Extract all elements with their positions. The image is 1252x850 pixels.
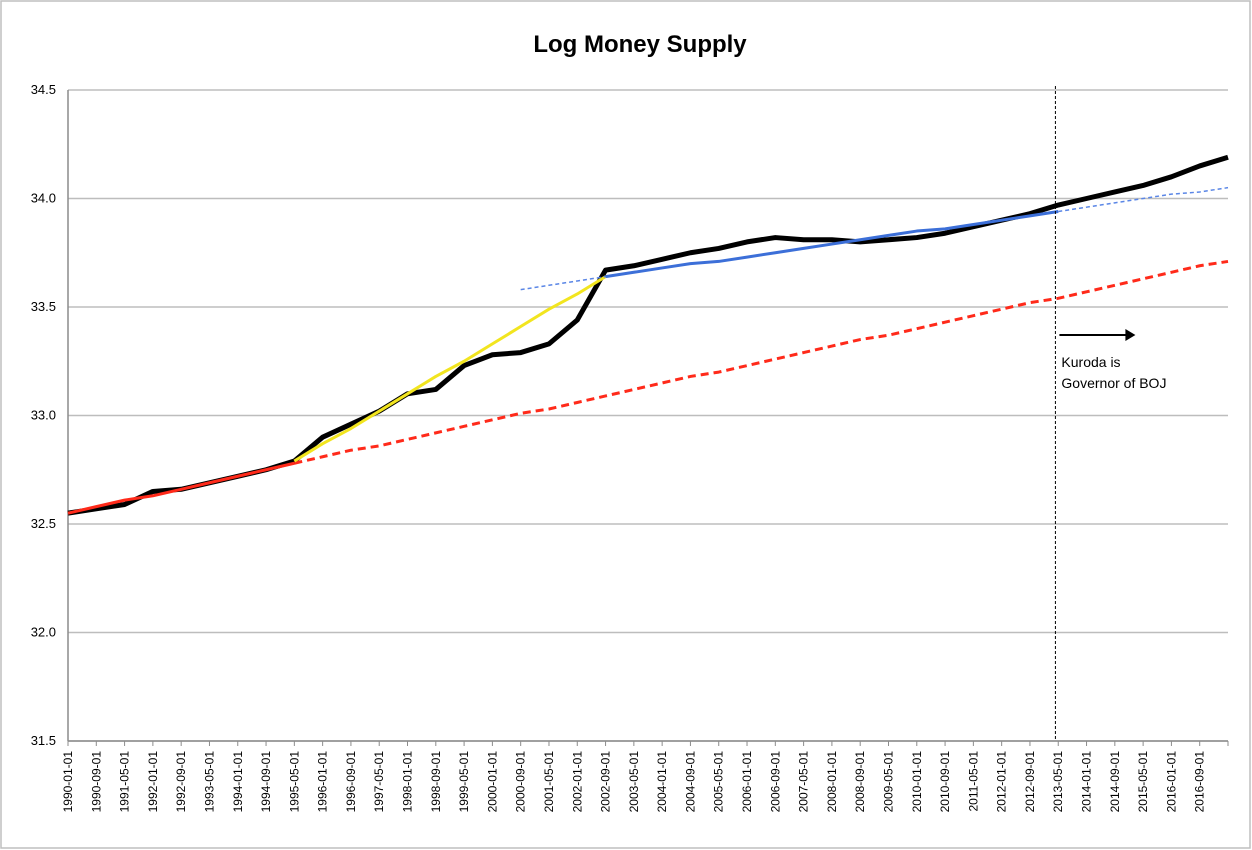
x-tick-label: 1993-05-01 (202, 751, 216, 813)
x-tick-label: 1991-05-01 (118, 751, 132, 813)
chart-title: Log Money Supply (533, 31, 747, 58)
x-tick-label: 2005-05-01 (712, 751, 726, 813)
x-tick-label: 2007-05-01 (797, 751, 811, 813)
x-tick-label: 2011-05-01 (966, 751, 980, 812)
y-tick-label: 31.5 (31, 733, 56, 748)
x-tick-label: 2016-09-01 (1193, 751, 1207, 813)
series-line (293, 275, 607, 463)
series-line (67, 461, 295, 515)
x-tick-label: 1994-01-01 (231, 751, 245, 813)
annotation-text: Governor of BOJ (1061, 375, 1166, 391)
y-tick-label: 34.5 (31, 82, 56, 97)
x-tick-label: 2010-09-01 (938, 751, 952, 813)
x-tick-label: 1994-09-01 (259, 751, 273, 813)
x-tick-label: 1999-05-01 (457, 751, 471, 813)
x-tick-label: 2016-01-01 (1164, 751, 1178, 813)
x-tick-label: 2015-05-01 (1136, 751, 1150, 813)
x-tick-label: 2002-01-01 (570, 751, 584, 813)
x-tick-label: 1990-09-01 (89, 751, 103, 813)
annotation-text: Kuroda is (1061, 354, 1120, 370)
x-tick-label: 2000-09-01 (514, 751, 528, 813)
y-tick-label: 32.5 (31, 516, 56, 531)
x-tick-label: 2002-09-01 (599, 751, 613, 813)
x-tick-label: 1996-01-01 (316, 751, 330, 813)
annotation-arrowhead (1125, 329, 1136, 341)
x-tick-label: 2006-01-01 (740, 751, 754, 813)
x-tick-label: 2012-09-01 (1023, 751, 1037, 813)
y-tick-label: 34.0 (31, 191, 56, 206)
x-tick-label: 1990-01-01 (61, 751, 75, 813)
x-tick-label: 2014-01-01 (1080, 751, 1094, 813)
series-line (294, 259, 1229, 465)
x-tick-label: 2003-05-01 (627, 751, 641, 813)
x-tick-label: 2004-01-01 (655, 751, 669, 813)
x-tick-label: 1992-09-01 (174, 751, 188, 813)
series-line (605, 210, 1059, 279)
y-tick-label: 32.0 (31, 625, 56, 640)
x-tick-label: 1996-09-01 (344, 751, 358, 813)
x-tick-label: 1997-05-01 (372, 751, 386, 813)
y-tick-label: 33.5 (31, 299, 56, 314)
x-tick-label: 1998-09-01 (429, 751, 443, 813)
x-tick-label: 2000-01-01 (485, 751, 499, 813)
x-tick-label: 2012-01-01 (995, 751, 1009, 813)
x-tick-label: 1992-01-01 (146, 751, 160, 813)
x-tick-label: 2009-05-01 (881, 751, 895, 813)
x-tick-label: 2004-09-01 (683, 751, 697, 813)
x-tick-label: 2001-05-01 (542, 751, 556, 813)
y-tick-label: 33.0 (31, 408, 56, 423)
x-tick-label: 1998-01-01 (401, 751, 415, 813)
x-tick-label: 1995-05-01 (287, 751, 301, 813)
x-tick-label: 2010-01-01 (910, 751, 924, 813)
x-tick-label: 2006-09-01 (768, 751, 782, 813)
x-tick-label: 2008-09-01 (853, 751, 867, 813)
series-line (520, 186, 1229, 291)
x-tick-label: 2014-09-01 (1108, 751, 1122, 813)
x-tick-label: 2008-01-01 (825, 751, 839, 813)
x-tick-label: 2013-05-01 (1051, 751, 1065, 813)
